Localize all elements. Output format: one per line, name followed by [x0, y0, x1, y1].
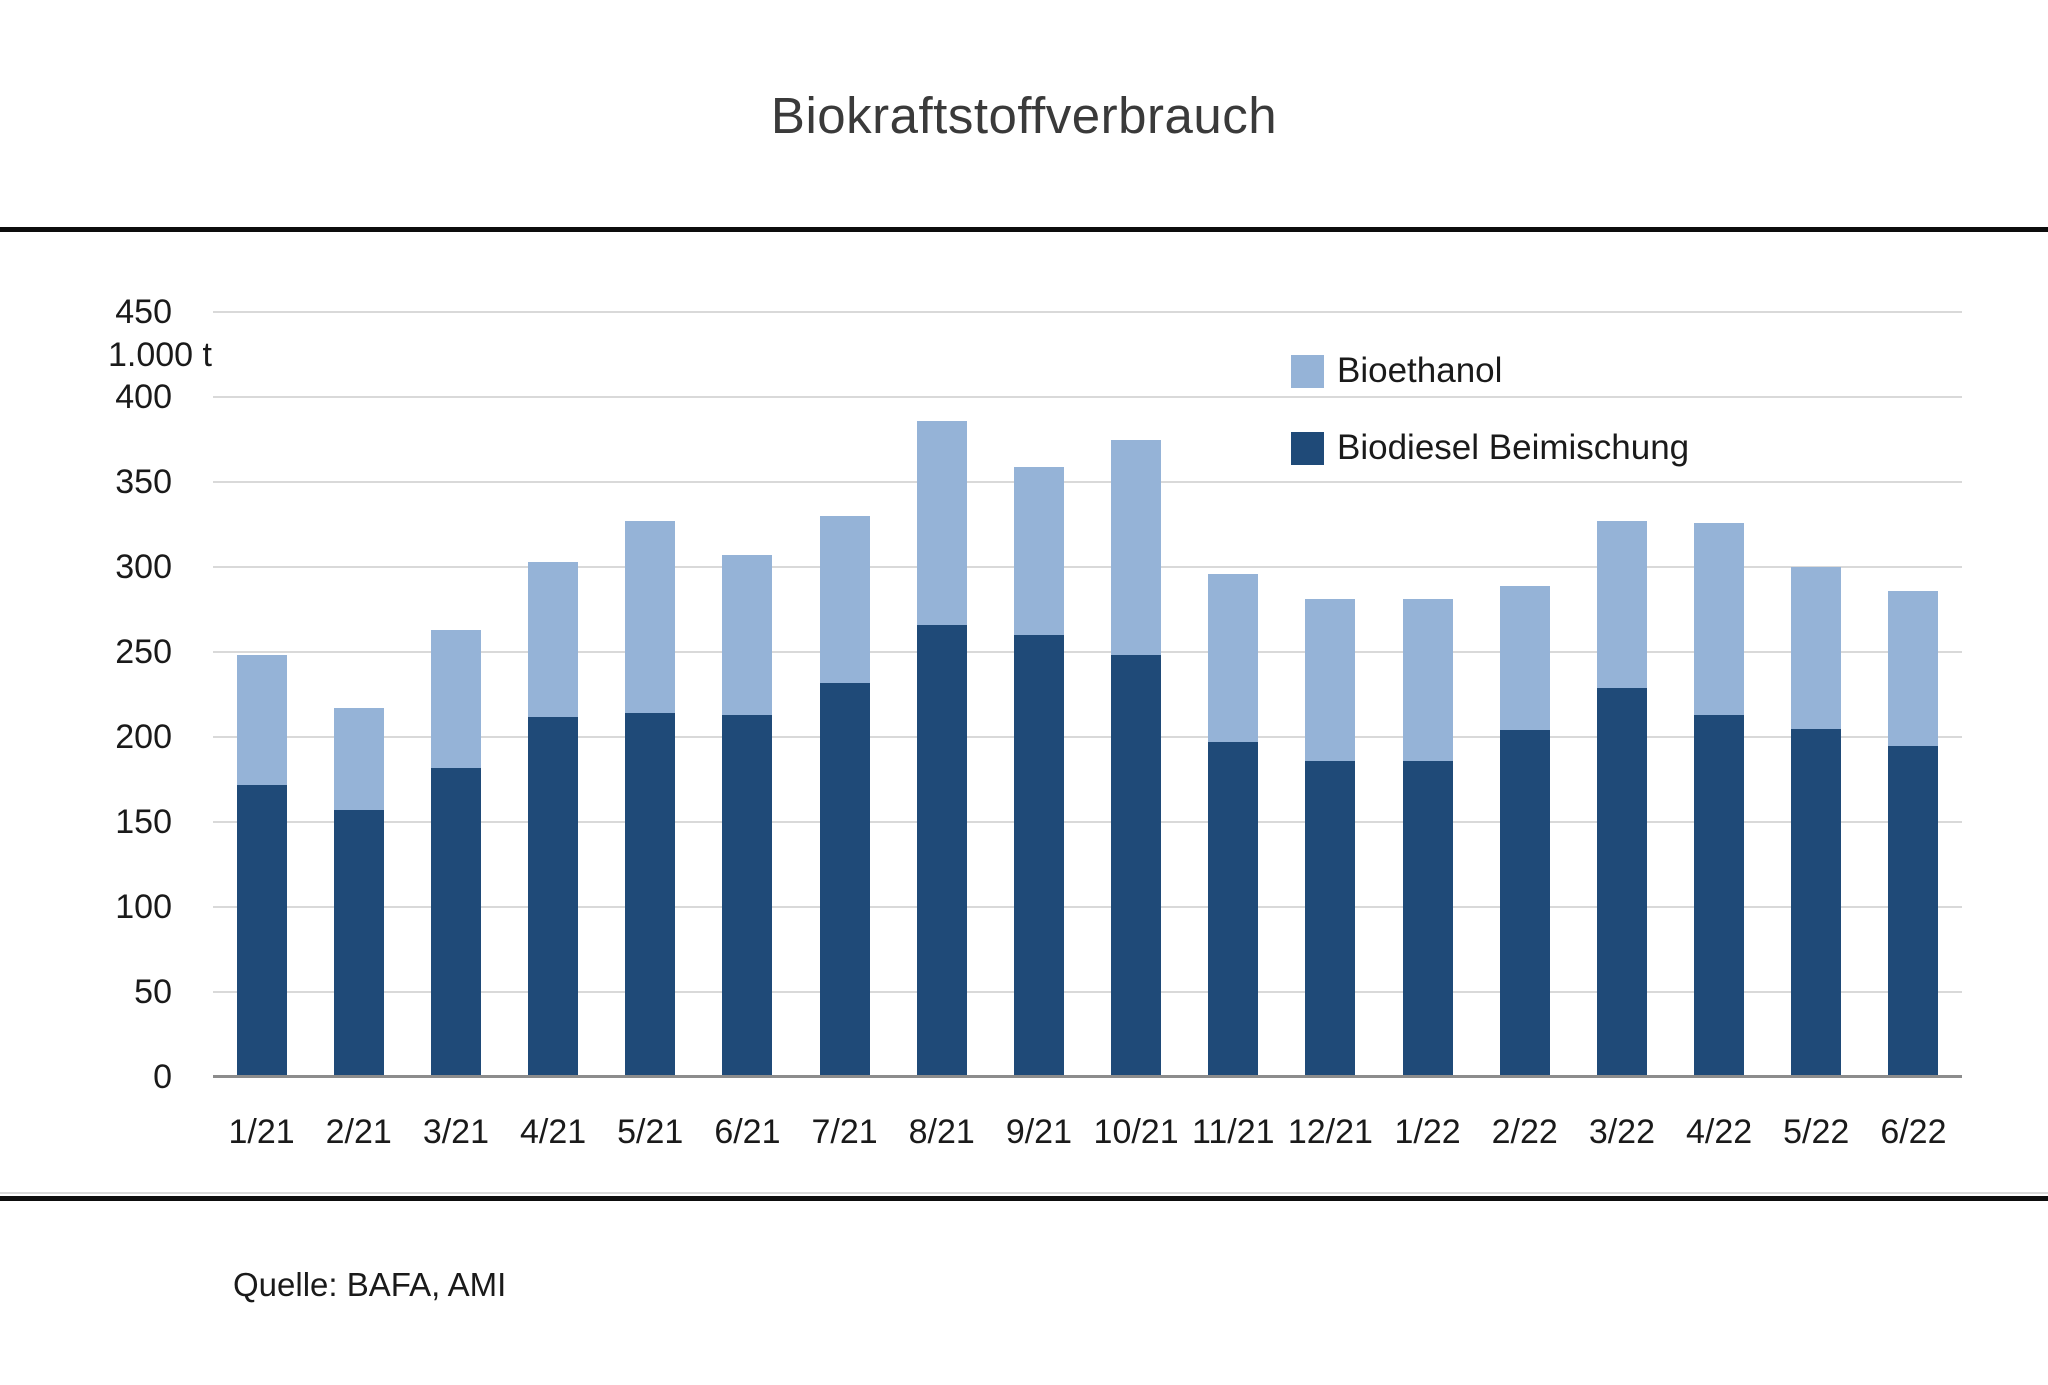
bar-bioethanol-12-21 [1305, 599, 1356, 761]
legend-swatch-biodiesel [1291, 431, 1324, 465]
bar-bioethanol-4-22 [1694, 522, 1745, 715]
bar-bioethanol-3-22 [1596, 521, 1647, 688]
legend-item-biodiesel: Biodiesel Beimischung [1291, 426, 1689, 470]
x-tick-label-2-21: 2/21 [325, 1113, 392, 1151]
x-tick-label-10-21: 10/21 [1093, 1113, 1179, 1151]
bar-bioethanol-9-21 [1013, 466, 1064, 635]
legend-swatch-bioethanol [1291, 354, 1324, 388]
x-tick-label-1-21: 1/21 [228, 1113, 295, 1151]
bar-bioethanol-5-21 [625, 521, 676, 714]
gridline-150 [213, 821, 1962, 823]
bar-bioethanol-7-21 [819, 516, 870, 683]
gridline-350 [213, 481, 1962, 483]
gridline-400 [213, 396, 1962, 398]
bar-biodiesel-beimischung-5-22 [1791, 728, 1842, 1077]
y-tick-label-50: 50 [134, 973, 172, 1011]
bar-biodiesel-beimischung-3-22 [1596, 687, 1647, 1077]
x-tick-label-3-22: 3/22 [1588, 1113, 1655, 1151]
bar-biodiesel-beimischung-12-21 [1305, 760, 1356, 1077]
bottom-divider-thin-line [0, 1192, 2048, 1194]
x-tick-label-8-21: 8/21 [908, 1113, 975, 1151]
bar-biodiesel-beimischung-3-21 [430, 767, 481, 1077]
bar-biodiesel-beimischung-1-21 [236, 784, 287, 1077]
gridline-100 [213, 906, 1962, 908]
bar-biodiesel-beimischung-8-21 [916, 624, 967, 1077]
top-divider-line [0, 227, 2048, 232]
bar-bioethanol-1-21 [236, 655, 287, 785]
x-tick-label-6-22: 6/22 [1880, 1113, 1947, 1151]
y-tick-label-400: 400 [115, 378, 172, 416]
gridline-450 [213, 311, 1962, 313]
bar-biodiesel-beimischung-5-21 [625, 713, 676, 1077]
chart-title: Biokraftstoffverbrauch [770, 87, 1278, 144]
x-tick-label-3-21: 3/21 [422, 1113, 489, 1151]
y-tick-label-100: 100 [115, 888, 172, 926]
bar-bioethanol-1-22 [1402, 599, 1453, 761]
x-tick-label-7-21: 7/21 [811, 1113, 878, 1151]
x-tick-label-4-22: 4/22 [1685, 1113, 1753, 1151]
bar-biodiesel-beimischung-2-21 [333, 810, 384, 1077]
gridline-50 [213, 991, 1962, 993]
y-tick-label-450: 450 [115, 293, 172, 331]
y-tick-label-350: 350 [115, 463, 172, 501]
legend-label-biodiesel: Biodiesel Beimischung [1337, 428, 1690, 467]
y-tick-label-300: 300 [115, 548, 172, 586]
bar-biodiesel-beimischung-1-22 [1402, 760, 1453, 1077]
x-tick-label-2-22: 2/22 [1491, 1113, 1558, 1151]
bottom-divider-line [0, 1196, 2048, 1201]
legend-item-bioethanol: Bioethanol [1291, 349, 1689, 393]
x-tick-label-6-21: 6/21 [714, 1113, 781, 1151]
bar-biodiesel-beimischung-7-21 [819, 682, 870, 1077]
bar-bioethanol-6-21 [722, 555, 773, 715]
gridline-250 [213, 651, 1962, 653]
x-tick-label-11-21: 11/21 [1191, 1113, 1275, 1151]
bar-biodiesel-beimischung-4-21 [528, 716, 579, 1077]
x-tick-label-5-21: 5/21 [617, 1113, 684, 1151]
bar-biodiesel-beimischung-6-22 [1888, 745, 1939, 1077]
bar-bioethanol-2-21 [333, 708, 384, 811]
x-tick-label-1-22: 1/22 [1394, 1113, 1461, 1151]
bar-bioethanol-4-21 [528, 561, 579, 717]
bar-bioethanol-10-21 [1111, 439, 1162, 656]
legend-label-bioethanol: Bioethanol [1337, 351, 1503, 390]
plot-area [213, 311, 1962, 1078]
bar-biodiesel-beimischung-2-22 [1499, 730, 1550, 1077]
y-tick-label-250: 250 [115, 633, 172, 671]
x-tick-label-4-21: 4/21 [519, 1113, 587, 1151]
x-tick-label-9-21: 9/21 [1005, 1113, 1072, 1151]
bar-biodiesel-beimischung-6-21 [722, 714, 773, 1077]
y-tick-label-200: 200 [115, 718, 172, 756]
x-tick-label-5-22: 5/22 [1783, 1113, 1850, 1151]
y-axis-unit-label: 1.000 t [108, 335, 212, 374]
bar-bioethanol-3-21 [430, 629, 481, 768]
legend: Bioethanol Biodiesel Beimischung [1291, 349, 1689, 503]
bar-biodiesel-beimischung-10-21 [1111, 655, 1162, 1077]
y-tick-label-0: 0 [153, 1058, 172, 1096]
x-axis-baseline [213, 1075, 1962, 1078]
bar-bioethanol-5-22 [1791, 567, 1842, 729]
y-tick-label-150: 150 [115, 803, 172, 841]
bar-biodiesel-beimischung-9-21 [1013, 635, 1064, 1077]
source-note: Quelle: BAFA, AMI [233, 1266, 507, 1303]
bar-bioethanol-11-21 [1208, 573, 1259, 743]
bar-bioethanol-6-22 [1888, 590, 1939, 746]
bar-biodiesel-beimischung-4-22 [1694, 714, 1745, 1077]
x-tick-label-12-21: 12/21 [1287, 1113, 1373, 1151]
bar-bioethanol-8-21 [916, 420, 967, 625]
gridline-200 [213, 736, 1962, 738]
bar-bioethanol-2-22 [1499, 585, 1550, 731]
bar-biodiesel-beimischung-11-21 [1208, 742, 1259, 1077]
gridline-300 [213, 566, 1962, 568]
